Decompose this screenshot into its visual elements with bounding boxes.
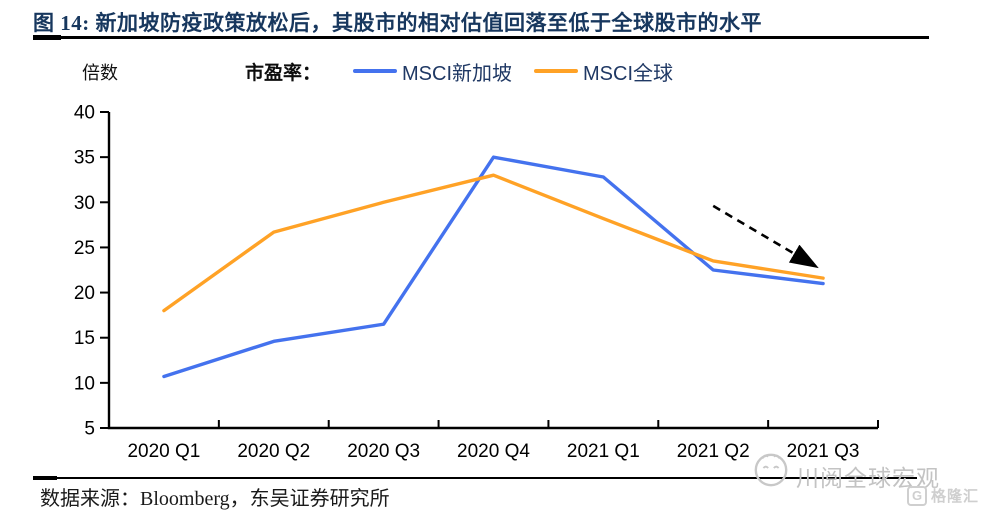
legend-item-msci-world: MSCI全球 [534,57,673,86]
x-tick-label: 2020 Q2 [237,441,310,462]
y-tick-label: 30 [74,193,95,214]
trend-arrow [712,204,819,269]
watermark-platform-text: 格隆汇 [931,488,980,505]
x-tick-label: 2020 Q4 [457,441,530,462]
watermark-platform: G 格隆汇 [907,485,979,506]
y-axis-unit-label: 倍数 [82,63,118,83]
x-tick-label: 2020 Q1 [127,441,200,462]
footer-rule-cap [33,476,57,480]
legend-item-msci-singapore: MSCI新加坡 [353,57,512,86]
smiley-logo-icon [754,453,788,487]
legend: 市盈率： MSCI新加坡 MSCI全球 [245,57,695,86]
footer-rule [33,477,917,479]
y-tick-label: 40 [74,103,95,124]
legend-label: MSCI全球 [583,62,674,85]
x-tick-label: 2021 Q2 [677,441,750,462]
series-line-msci-singapore [162,155,825,379]
x-tick-label: 2021 Q3 [787,441,860,462]
y-tick-label: 25 [74,238,95,259]
legend-swatch-blue [353,69,398,73]
y-tick-label: 10 [74,373,95,394]
line-chart: 5 10 15 20 25 30 35 40 2020 Q1 2020 Q2 2020 Q3 2020… [74,103,879,462]
gelonghui-logo-icon: G [907,485,927,506]
title-rule-cap [33,35,61,40]
figure-title: 图 14: 新加坡防疫政策放松后，其股市的相对估值回落至低于全球股市的水平 [33,11,762,35]
x-tick-label: 2021 Q1 [567,441,640,462]
y-tick-label: 15 [74,328,95,349]
y-tick-label: 20 [74,283,95,304]
series-line-msci-world [162,173,825,313]
legend-label: MSCI新加坡 [402,62,513,85]
y-tick-label: 5 [84,419,95,440]
title-rule [33,36,929,39]
data-source-text: 数据来源：Bloomberg，东吴证券研究所 [40,488,390,510]
x-tick-label: 2020 Q3 [347,441,420,462]
legend-prefix: 市盈率： [245,62,322,84]
y-tick-label: 35 [74,148,95,169]
legend-swatch-orange [534,69,579,73]
